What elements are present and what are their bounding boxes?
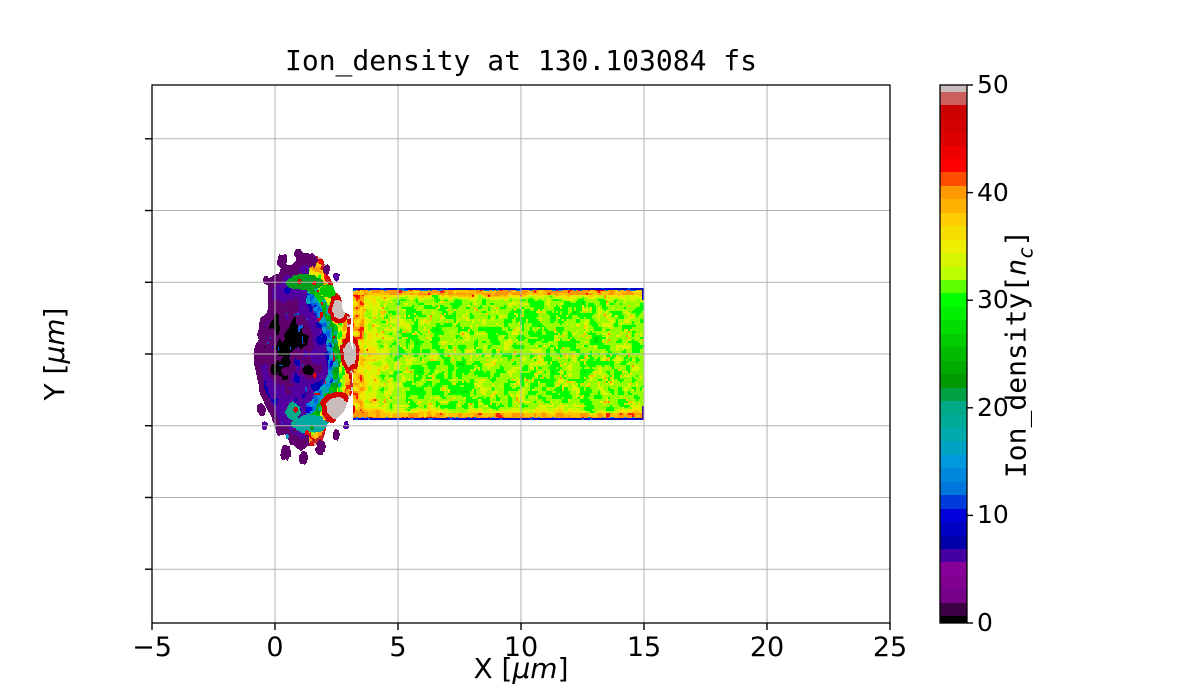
x-tick-label-10: 10 bbox=[503, 632, 539, 663]
colorbar-gradient bbox=[940, 85, 967, 623]
colorbar-label-subscript: c bbox=[1013, 246, 1038, 259]
colorbar-tick-label-40: 40 bbox=[977, 177, 1009, 207]
colorbar-label-symbol: n bbox=[999, 258, 1033, 276]
colorbar-tick-label-0: 0 bbox=[977, 608, 993, 637]
x-tick-label-5: 5 bbox=[389, 632, 407, 663]
x-tick-label-0: 0 bbox=[266, 632, 284, 663]
x-axis-unit: μm bbox=[512, 652, 558, 685]
y-axis-label-text: Y [ bbox=[38, 363, 71, 401]
colorbar-tick-label-50: 50 bbox=[977, 70, 1009, 99]
colorbar-tick-label-30: 30 bbox=[977, 285, 1009, 315]
x-tick-label-20: 20 bbox=[749, 632, 785, 663]
plot-title: Ion_density at 130.103084 fs bbox=[284, 44, 757, 77]
y-axis-label-close: ] bbox=[38, 307, 71, 319]
colorbar-tick-label-10: 10 bbox=[977, 500, 1009, 530]
colorbar-tick-label-20: 20 bbox=[977, 392, 1009, 422]
x-tick-label--5: −5 bbox=[132, 632, 172, 663]
ion-density-heatmap bbox=[152, 85, 890, 623]
x-axis-label: X [μm] bbox=[152, 652, 890, 686]
x-tick-label-15: 15 bbox=[626, 632, 662, 663]
x-tick-label-25: 25 bbox=[872, 632, 908, 663]
x-axis-label-text: X [ bbox=[473, 652, 513, 685]
x-axis-label-close: ] bbox=[557, 652, 569, 685]
y-axis-unit: μm bbox=[38, 318, 71, 364]
colorbar-label-close: ] bbox=[999, 229, 1033, 247]
